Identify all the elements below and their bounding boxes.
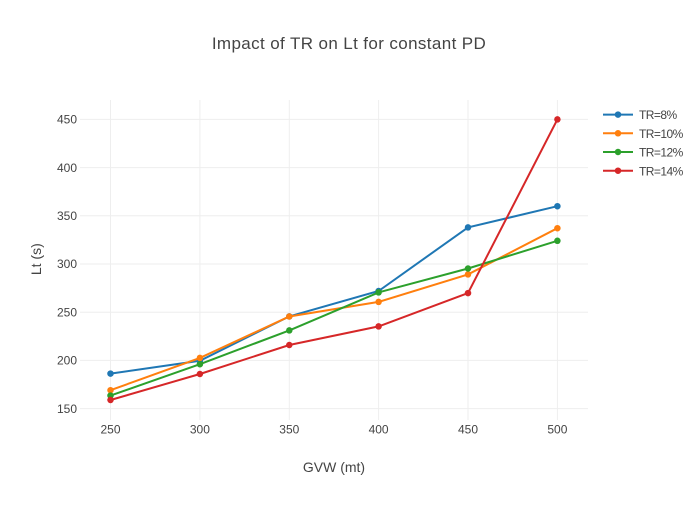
svg-text:150: 150 bbox=[57, 402, 77, 416]
svg-text:250: 250 bbox=[57, 305, 77, 319]
svg-text:200: 200 bbox=[57, 354, 77, 368]
svg-text:400: 400 bbox=[369, 423, 389, 437]
svg-text:250: 250 bbox=[100, 423, 120, 437]
svg-text:450: 450 bbox=[458, 423, 478, 437]
svg-text:300: 300 bbox=[57, 257, 77, 271]
svg-text:TR=14%: TR=14% bbox=[639, 164, 684, 178]
svg-text:350: 350 bbox=[57, 209, 77, 223]
svg-text:500: 500 bbox=[547, 423, 567, 437]
svg-text:TR=12%: TR=12% bbox=[639, 146, 684, 160]
svg-text:GVW (mt): GVW (mt) bbox=[303, 459, 365, 475]
svg-text:Impact of TR on Lt for constan: Impact of TR on Lt for constant PD bbox=[212, 34, 486, 53]
svg-text:450: 450 bbox=[57, 113, 77, 127]
svg-text:350: 350 bbox=[279, 423, 299, 437]
svg-text:Lt (s): Lt (s) bbox=[28, 243, 44, 275]
svg-text:TR=8%: TR=8% bbox=[639, 108, 677, 122]
svg-text:TR=10%: TR=10% bbox=[639, 127, 684, 141]
svg-text:400: 400 bbox=[57, 161, 77, 175]
svg-text:300: 300 bbox=[190, 423, 210, 437]
